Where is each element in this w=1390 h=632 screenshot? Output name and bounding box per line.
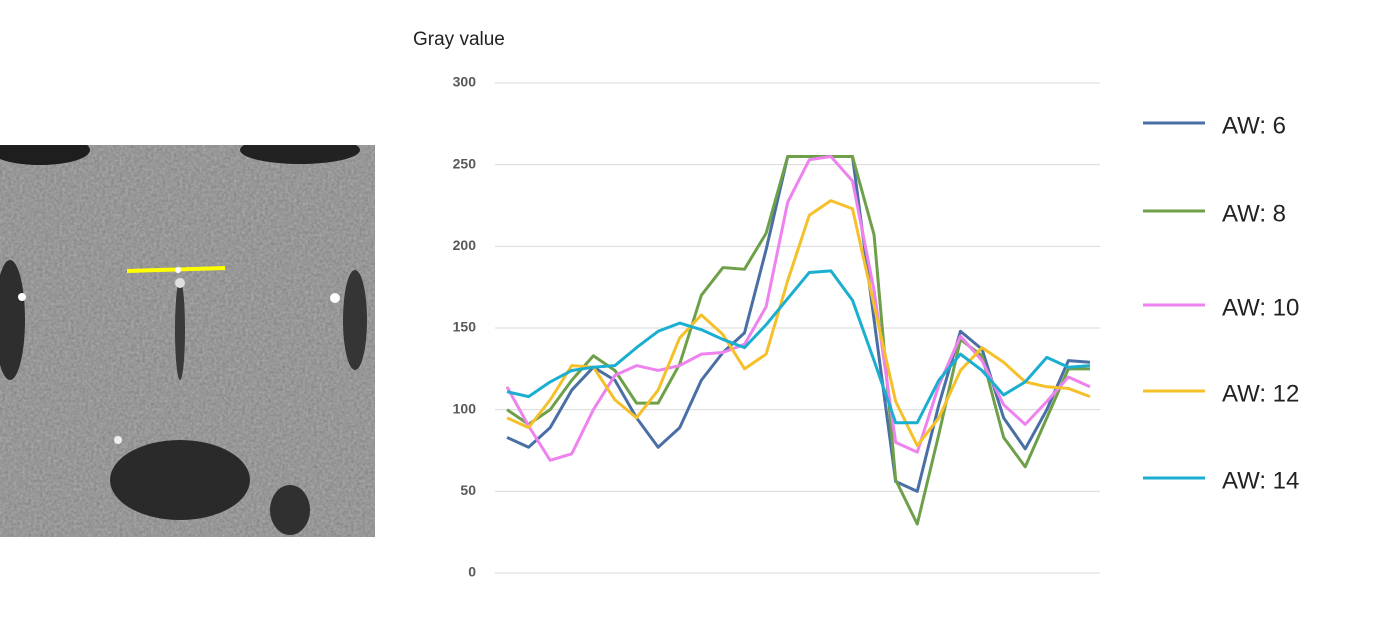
legend-label: AW: 10 xyxy=(1222,294,1299,321)
legend-label: AW: 14 xyxy=(1222,467,1299,494)
y-tick-label: 150 xyxy=(453,319,477,335)
y-tick-label: 200 xyxy=(453,237,477,253)
y-axis-label: Gray value xyxy=(413,29,505,50)
legend-label: AW: 12 xyxy=(1222,380,1299,407)
series-line xyxy=(506,269,1091,425)
y-tick-label: 250 xyxy=(453,155,477,171)
legend-label: AW: 6 xyxy=(1222,112,1286,139)
series-line xyxy=(506,155,1090,526)
y-tick-label: 100 xyxy=(453,400,477,416)
series-line xyxy=(506,155,1091,493)
y-tick-label: 300 xyxy=(453,74,477,90)
legend-label: AW: 8 xyxy=(1222,200,1286,227)
series-line xyxy=(506,199,1091,448)
mri-image xyxy=(0,145,375,537)
y-tick-label: 50 xyxy=(460,482,476,498)
y-tick-label: 0 xyxy=(468,564,476,580)
